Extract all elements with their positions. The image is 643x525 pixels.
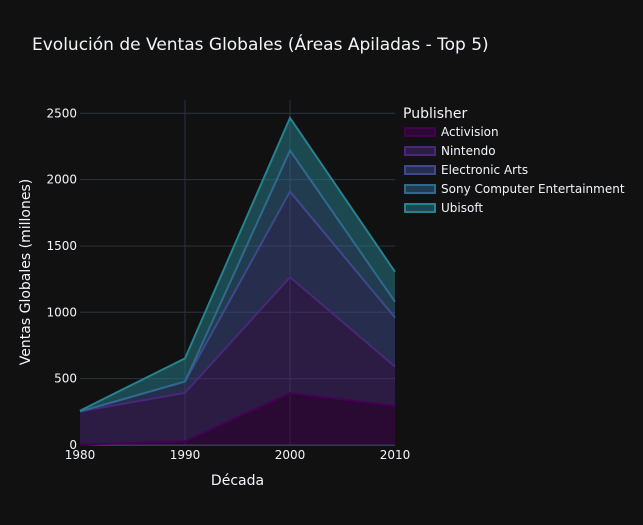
line-ubisoft[interactable]: [79, 115, 396, 412]
legend-item[interactable]: Electronic Arts: [404, 163, 528, 177]
chart-title: Evolución de Ventas Globales (Áreas Apil…: [32, 33, 489, 55]
legend-label: Activision: [441, 125, 499, 139]
legend-swatch: [404, 203, 436, 213]
y-ticks: 0 500 1000 1500 2000 2500: [46, 106, 77, 452]
x-tick-label: 1980: [65, 448, 96, 462]
x-axis-title: Década: [211, 473, 264, 489]
legend-item[interactable]: Activision: [404, 125, 499, 139]
legend-swatch: [404, 165, 436, 175]
legend-swatch: [404, 127, 436, 137]
x-ticks: 1980 1990 2000 2010: [65, 448, 411, 462]
legend-item[interactable]: Nintendo: [404, 144, 496, 158]
area-activision[interactable]: [80, 393, 395, 445]
line-activision[interactable]: [79, 392, 396, 446]
area-sony-computer-entertainment[interactable]: [80, 150, 395, 412]
legend[interactable]: Activision Nintendo Electronic Arts Sony Co…: [404, 125, 625, 215]
legend-swatch: [404, 146, 436, 156]
legend-label: Nintendo: [441, 144, 496, 158]
legend-title[interactable]: Publisher: [403, 106, 468, 122]
y-tick-label: 500: [54, 372, 77, 386]
legend-label: Ubisoft: [441, 201, 483, 215]
x-tick-label: 1990: [170, 448, 201, 462]
legend-item[interactable]: Sony Computer Entertainment: [404, 182, 625, 196]
y-tick-label: 1500: [46, 239, 77, 253]
line-nintendo[interactable]: [79, 275, 396, 413]
line-layer: [79, 115, 396, 446]
y-axis-title: Ventas Globales (millones): [18, 179, 34, 365]
legend-swatch: [404, 184, 436, 194]
legend-label: Electronic Arts: [441, 163, 528, 177]
area-nintendo[interactable]: [80, 277, 395, 445]
y-tick-label: 2000: [46, 173, 77, 187]
y-tick-label: 0: [69, 438, 77, 452]
y-tick-label: 1000: [46, 305, 77, 319]
area-layer: [80, 117, 395, 445]
y-tick-label: 2500: [46, 106, 77, 120]
legend-item[interactable]: Ubisoft: [404, 201, 483, 215]
x-tick-label: 2010: [380, 448, 411, 462]
legend-label: Sony Computer Entertainment: [441, 182, 625, 196]
line-sony-computer-entertainment[interactable]: [79, 148, 396, 413]
x-tick-label: 2000: [275, 448, 306, 462]
area-electronic-arts[interactable]: [80, 191, 395, 412]
